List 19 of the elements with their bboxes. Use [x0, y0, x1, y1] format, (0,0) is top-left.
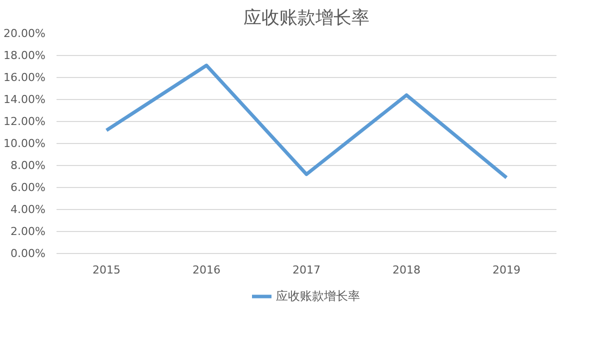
x-tick-label: 2016	[192, 264, 221, 276]
y-tick-label: 12.00%	[4, 115, 46, 128]
x-tick-label: 2019	[492, 264, 521, 276]
chart-title: 应收账款增长率	[244, 8, 370, 28]
y-tick-label: 4.00%	[10, 203, 46, 216]
y-tick-label: 18.00%	[4, 49, 46, 62]
x-tick-label: 2017	[292, 264, 321, 276]
y-tick-label: 10.00%	[4, 137, 46, 150]
x-tick-label: 2015	[92, 264, 121, 276]
y-tick-label: 14.00%	[4, 93, 46, 106]
y-tick-label: 20.00%	[4, 27, 46, 40]
line-series	[104, 64, 508, 180]
legend-label: 应收账款增长率	[276, 288, 360, 304]
y-tick-label: 8.00%	[10, 159, 46, 172]
y-tick-label: 0.00%	[10, 247, 46, 260]
y-tick-label: 2.00%	[10, 225, 46, 238]
x-tick-label: 2018	[392, 264, 421, 276]
y-tick-label: 6.00%	[10, 181, 46, 194]
y-tick-label: 16.00%	[4, 71, 46, 84]
